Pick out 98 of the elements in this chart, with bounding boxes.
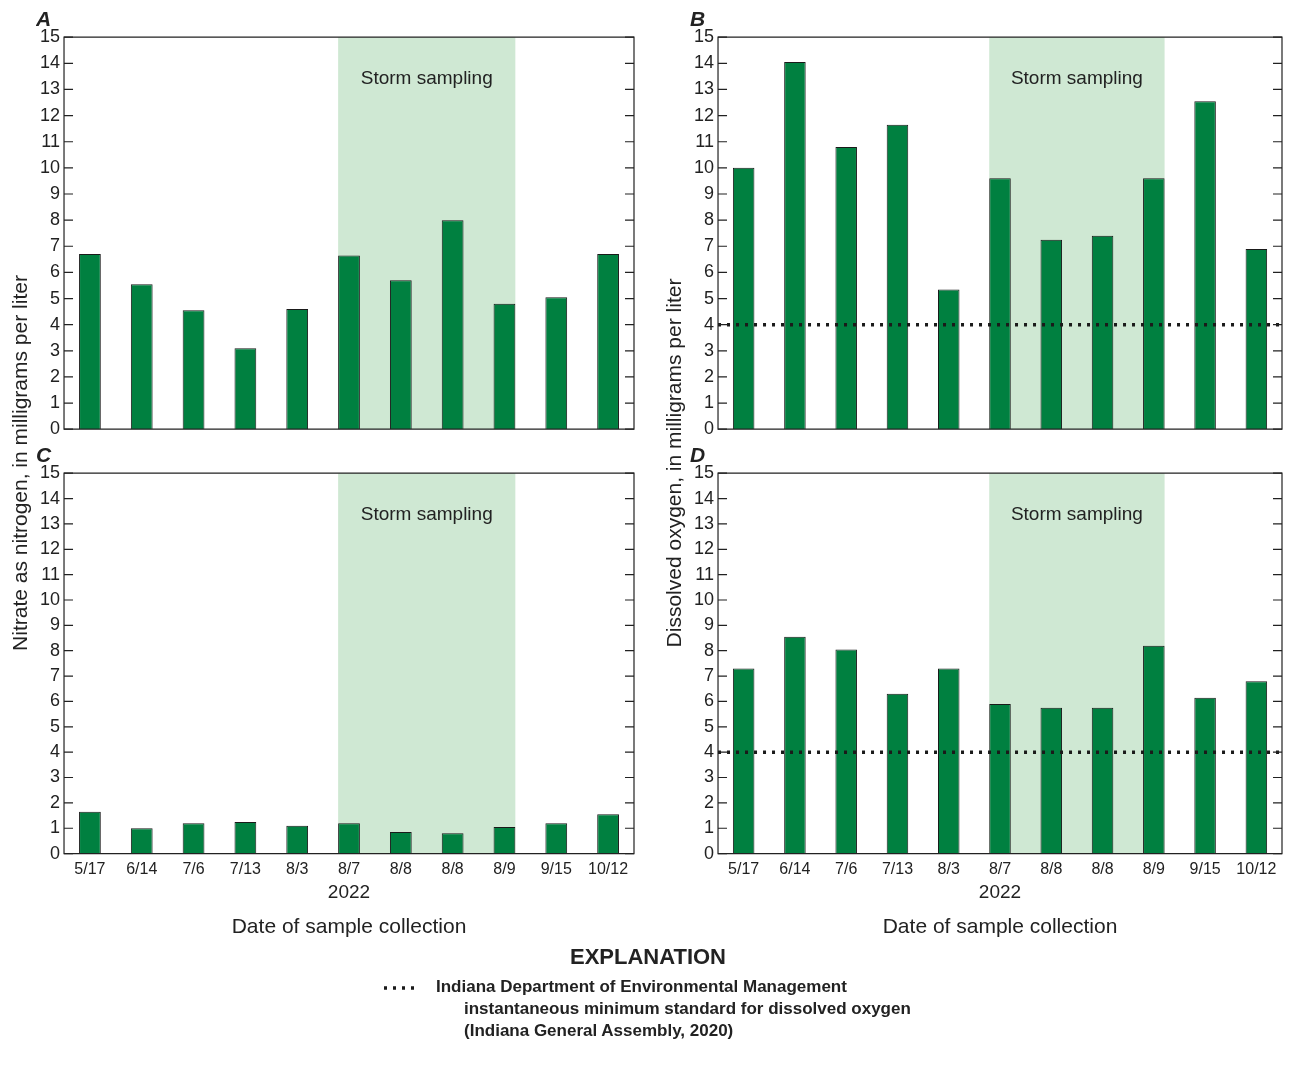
y-tick-label: 1 bbox=[50, 817, 61, 838]
y-tick-label: 5 bbox=[50, 715, 61, 736]
y-axis-title: Nitrate as nitrogen, in milligrams per liter bbox=[8, 275, 32, 651]
x-tick-label: 5/17 bbox=[728, 859, 760, 877]
x-tick-label: 7/13 bbox=[881, 859, 914, 877]
x-tick-label: 10/12 bbox=[588, 859, 629, 877]
y-tick-label: 8 bbox=[704, 639, 715, 660]
x-tick-label: 8/9 bbox=[1142, 859, 1166, 877]
y-tick-label: 15 bbox=[693, 26, 715, 47]
y-tick-label: 4 bbox=[704, 741, 715, 762]
y-tick-label: 1 bbox=[704, 817, 715, 838]
y-tick-label: 0 bbox=[704, 842, 715, 863]
y-tick-label: 3 bbox=[704, 339, 715, 360]
x-axis-title: Date of sample collection bbox=[231, 914, 467, 938]
y-tick-label: 12 bbox=[39, 538, 61, 559]
y-tick-label: 10 bbox=[39, 156, 61, 177]
y-axis-title: Dissolved oxygen, in milligrams per liter bbox=[662, 278, 686, 648]
y-tick-label: 4 bbox=[50, 313, 61, 334]
x-tick-label: 8/8 bbox=[389, 859, 413, 877]
y-tick-label: 7 bbox=[50, 235, 61, 256]
x-tick-label: 9/15 bbox=[540, 859, 572, 877]
y-tick-label: 13 bbox=[39, 512, 61, 533]
y-tick-label: 10 bbox=[693, 588, 715, 609]
y-tick-label: 7 bbox=[704, 235, 715, 256]
x-tick-label: 8/8 bbox=[1091, 859, 1114, 877]
y-tick-label: 9 bbox=[50, 182, 61, 203]
y-tick-label: 3 bbox=[704, 766, 715, 787]
y-tick-label: 14 bbox=[39, 52, 61, 73]
y-tick-label: 13 bbox=[693, 78, 715, 99]
y-tick-label: 3 bbox=[50, 339, 61, 360]
y-tick-label: 5 bbox=[50, 287, 61, 308]
x-tick-label: 8/8 bbox=[441, 859, 464, 877]
y-tick-label: 13 bbox=[693, 512, 715, 533]
y-tick-label: 6 bbox=[50, 690, 61, 711]
y-tick-label: 14 bbox=[693, 487, 715, 508]
band-label: Storm sampling bbox=[1010, 503, 1143, 525]
band-label: Storm sampling bbox=[360, 67, 493, 89]
x-tick-label: 7/6 bbox=[182, 859, 205, 877]
y-tick-label: 8 bbox=[704, 209, 715, 230]
y-tick-label: 1 bbox=[704, 392, 715, 413]
y-tick-label: 13 bbox=[39, 78, 61, 99]
y-tick-label: 2 bbox=[704, 791, 715, 812]
y-tick-label: 0 bbox=[50, 842, 61, 863]
x-tick-label: 6/14 bbox=[126, 859, 158, 877]
y-tick-label: 11 bbox=[695, 563, 715, 584]
y-tick-label: 0 bbox=[50, 418, 61, 439]
y-tick-label: 4 bbox=[704, 313, 715, 334]
text: 2022 bbox=[978, 881, 1022, 903]
x-tick-label: 8/8 bbox=[1040, 859, 1063, 877]
y-tick-label: 0 bbox=[704, 418, 715, 439]
text: 2022 bbox=[327, 881, 371, 903]
x-tick-label: 7/6 bbox=[835, 859, 858, 877]
y-tick-label: 2 bbox=[50, 791, 61, 812]
y-tick-label: 12 bbox=[693, 104, 715, 125]
y-tick-label: 6 bbox=[704, 690, 715, 711]
y-tick-label: 11 bbox=[41, 563, 61, 584]
x-tick-label: 8/7 bbox=[337, 859, 361, 877]
y-tick-label: 11 bbox=[41, 130, 61, 151]
y-tick-label: 8 bbox=[50, 639, 61, 660]
y-tick-label: 9 bbox=[704, 182, 715, 203]
y-tick-label: 7 bbox=[704, 665, 715, 686]
y-tick-label: 4 bbox=[50, 741, 61, 762]
y-tick-label: 9 bbox=[704, 614, 715, 635]
y-tick-label: 11 bbox=[695, 130, 715, 151]
y-tick-label: 6 bbox=[704, 261, 715, 282]
y-tick-label: 12 bbox=[693, 538, 715, 559]
y-tick-label: 5 bbox=[704, 287, 715, 308]
x-tick-label: 8/9 bbox=[493, 859, 516, 877]
y-tick-label: 12 bbox=[39, 104, 61, 125]
x-axis-title: Date of sample collection bbox=[882, 914, 1118, 938]
x-tick-label: 9/15 bbox=[1189, 859, 1221, 877]
x-tick-label: 7/13 bbox=[229, 859, 262, 877]
y-tick-label: 8 bbox=[50, 209, 61, 230]
y-tick-label: 15 bbox=[693, 462, 715, 483]
y-tick-label: 3 bbox=[50, 766, 61, 787]
x-tick-label: 8/7 bbox=[988, 859, 1012, 877]
y-tick-label: 1 bbox=[50, 392, 61, 413]
x-tick-label: 5/17 bbox=[74, 859, 106, 877]
band-label: Storm sampling bbox=[1010, 67, 1143, 89]
band-label: Storm sampling bbox=[360, 503, 493, 525]
legend-label: Indiana Department of Environmental Management instantaneous minimum standard for dissolved oxygen (Indiana General Assembly, 2020) bbox=[436, 976, 912, 1042]
legend-title: EXPLANATION bbox=[568, 944, 727, 970]
y-tick-label: 7 bbox=[50, 665, 61, 686]
y-tick-label: 10 bbox=[39, 588, 61, 609]
x-tick-label: 8/3 bbox=[286, 859, 309, 877]
y-tick-label: 5 bbox=[704, 715, 715, 736]
y-tick-label: 2 bbox=[704, 365, 715, 386]
y-tick-label: 15 bbox=[39, 26, 61, 47]
x-tick-label: 6/14 bbox=[779, 859, 811, 877]
y-tick-label: 14 bbox=[693, 52, 715, 73]
y-tick-label: 14 bbox=[39, 487, 61, 508]
y-tick-label: 6 bbox=[50, 261, 61, 282]
x-tick-label: 8/3 bbox=[937, 859, 960, 877]
y-tick-label: 10 bbox=[693, 156, 715, 177]
y-tick-label: 9 bbox=[50, 614, 61, 635]
y-tick-label: 15 bbox=[39, 462, 61, 483]
x-tick-label: 10/12 bbox=[1236, 859, 1277, 877]
y-tick-label: 2 bbox=[50, 365, 61, 386]
